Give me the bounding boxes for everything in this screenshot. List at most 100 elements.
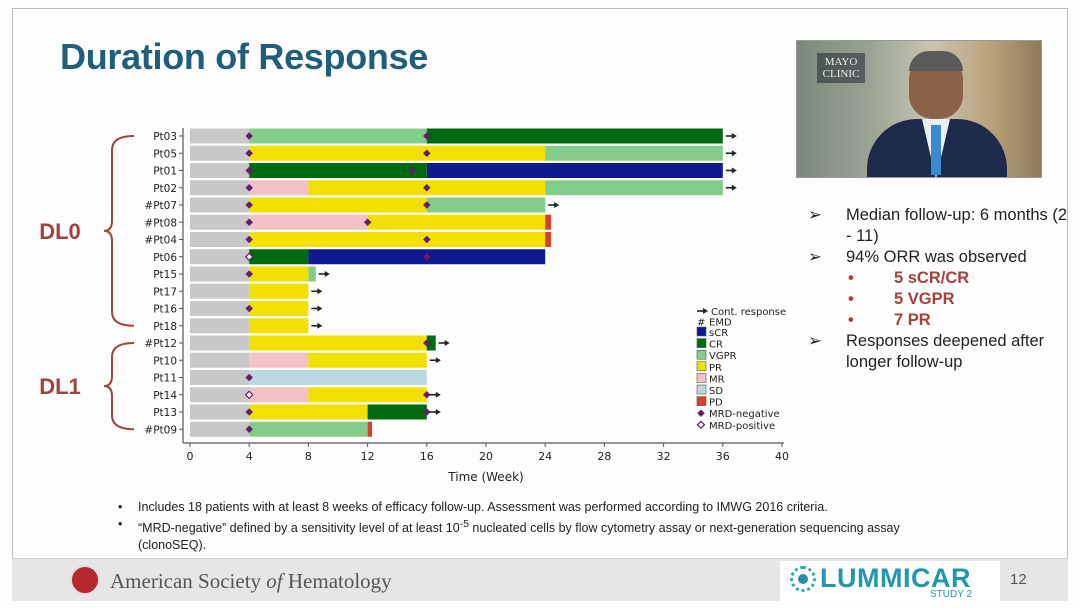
- bar-segment-baseline: [190, 421, 250, 437]
- sub-bullet: • 5 VGPR: [808, 289, 1068, 310]
- patient-label: Pt06: [153, 252, 177, 264]
- bar-segment-baseline: [190, 301, 250, 316]
- page-number: 12: [1010, 571, 1027, 588]
- x-tick-label: 24: [538, 450, 552, 463]
- patient-row-Pt10: Pt10: [153, 352, 427, 368]
- patient-row-Pt01: Pt01: [153, 163, 723, 178]
- patient-row-Pt14: Pt14: [153, 387, 427, 403]
- x-axis-label: Time (Week): [447, 470, 523, 484]
- arrow-head: [435, 391, 441, 398]
- mrd-negative-marker: [408, 166, 416, 175]
- bar-segment-MR: [249, 352, 309, 368]
- sub-bullet: • 7 PR: [808, 310, 1068, 331]
- bar-segment-baseline: [190, 214, 250, 230]
- sub-bullet-text: 5 sCR/CR: [894, 269, 970, 287]
- arrow-head: [731, 133, 737, 139]
- legend-item-PR: PR: [696, 361, 722, 374]
- mrd-negative-marker: [422, 201, 431, 209]
- group-bracket: [103, 135, 135, 327]
- bar-segment-PR: [249, 266, 309, 282]
- bar-segment-PR: [249, 318, 309, 334]
- bar-segment-PR: [249, 404, 368, 420]
- patient-row-Pt13: Pt13: [153, 404, 427, 420]
- bar-segment-PR: [249, 232, 546, 247]
- society-name-part: of: [266, 569, 283, 593]
- bar-segment-PR: [308, 387, 427, 403]
- patient-label: Pt10: [153, 355, 177, 367]
- legend-label: MRD-positive: [709, 421, 775, 432]
- mrd-negative-marker: [245, 270, 254, 278]
- presenter-hair: [909, 51, 963, 71]
- patient-label: #Pt09: [144, 424, 177, 436]
- x-tick-label: 32: [657, 450, 671, 463]
- patient-row-Pt05: Pt05: [153, 145, 723, 161]
- x-tick-label: 0: [187, 450, 194, 463]
- continuing-response-arrow: [725, 150, 737, 157]
- bar-segment-baseline: [190, 387, 250, 403]
- mrd-negative-marker: [245, 218, 254, 227]
- arrow-head: [731, 167, 737, 174]
- bar-segment-SD: [249, 370, 427, 385]
- arrow-head: [731, 150, 737, 157]
- mrd-negative-marker: [245, 183, 254, 192]
- mrd-negative-marker: [422, 183, 431, 192]
- bar-segment-CR: [426, 335, 436, 351]
- mrd-negative-marker: [245, 132, 254, 140]
- legend-item-PD: PD: [696, 396, 723, 409]
- patient-label: Pt16: [153, 304, 177, 316]
- x-tick-label: 28: [597, 450, 611, 463]
- lummicar-logo: LUMMICAR STUDY 2: [780, 561, 1000, 601]
- bar-segment-CR: [249, 249, 309, 265]
- bar-segment-baseline: [190, 283, 250, 299]
- bar-segment-MR: [249, 387, 309, 403]
- arrow-bullet-icon: ➢: [808, 332, 822, 350]
- continuing-response-arrow: [438, 340, 450, 346]
- legend-label: MRD-negative: [709, 409, 780, 420]
- bar-segment-VGPR: [249, 128, 427, 144]
- patient-row-emd-Pt09: #Pt09: [144, 421, 373, 437]
- mrd-negative-marker: [245, 304, 254, 313]
- patient-label: Pt13: [153, 407, 177, 419]
- legend-label: EMD: [709, 318, 732, 329]
- bar-segment-baseline: [190, 335, 250, 351]
- legend-label: PD: [709, 398, 723, 409]
- bar-segment-baseline: [190, 404, 250, 420]
- x-tick-label: 20: [479, 450, 493, 463]
- patient-row-Pt03: Pt03: [153, 128, 723, 144]
- mrd-negative-marker: [245, 201, 254, 209]
- mrd-negative-marker: [245, 425, 254, 434]
- mrd-negative-marker: [422, 132, 431, 140]
- mrd-positive-marker: [244, 252, 254, 262]
- mrd-negative-marker: [422, 235, 431, 244]
- patient-label: #Pt04: [144, 235, 177, 247]
- continuing-response-arrow: [311, 288, 323, 295]
- continuing-response-arrow: [725, 133, 737, 139]
- legend-label: MR: [709, 374, 725, 385]
- patient-label: Pt11: [153, 373, 177, 385]
- legend-item-mrdpos: MRD-positive: [709, 421, 775, 432]
- sub-bullet: • 5 sCR/CR: [808, 268, 1068, 289]
- patient-label: Pt01: [153, 166, 177, 178]
- patient-row-Pt02: Pt02: [153, 180, 723, 196]
- bar-segment-sCR: [426, 163, 723, 178]
- bar-segment-baseline: [190, 266, 250, 282]
- footnote-text: “MRD-negative” defined by a sensitivity …: [138, 521, 460, 536]
- patient-label: Pt03: [153, 131, 177, 143]
- legend-emd-symbol: #: [697, 318, 705, 329]
- bar-segment-PR: [249, 283, 309, 299]
- patient-label: Pt14: [153, 390, 177, 402]
- bar-segment-PR: [249, 197, 427, 213]
- bar-segment-PR: [367, 214, 546, 230]
- arrow-bullet-icon: ➢: [808, 248, 822, 266]
- continuing-response-arrow: [311, 305, 323, 312]
- slide-footer: American Society of Hematology LUMMICAR …: [12, 558, 1068, 601]
- dot-bullet-icon: •: [118, 500, 123, 514]
- x-tick-label: 40: [775, 450, 789, 463]
- summary-bullet: ➢ Responses deepened after longer follow-…: [808, 331, 1068, 373]
- x-tick-label: 4: [246, 450, 253, 463]
- patient-label: Pt02: [153, 183, 177, 195]
- legend-item-VGPR: VGPR: [696, 349, 737, 362]
- sub-bullet-text: 7 PR: [894, 311, 931, 329]
- dot-bullet-icon: •: [848, 290, 854, 308]
